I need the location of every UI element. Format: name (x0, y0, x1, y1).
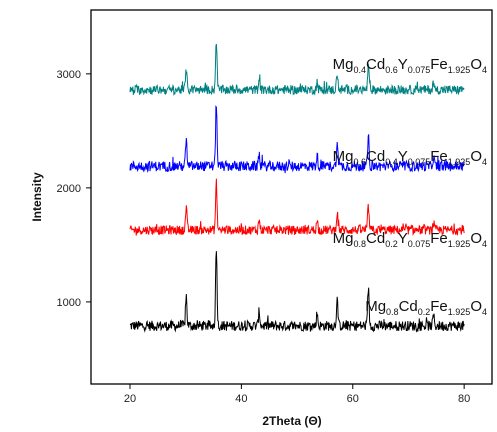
series-line-2 (129, 105, 465, 174)
series-label-1: Mg0.8Cd0.2Y0.075Fe1.925O4 (333, 230, 487, 249)
label-part: Cd (399, 298, 418, 315)
label-part: Cd (366, 230, 385, 247)
x-tick-label: 40 (235, 393, 247, 405)
axis-ticks: 20 40 60 80 1000 2000 3000 (57, 69, 471, 405)
label-part: Mg (365, 298, 386, 315)
label-part: Cd (366, 56, 385, 73)
x-tick-label: 20 (124, 393, 136, 405)
label-part: 0.075 (408, 239, 431, 249)
series-line-3 (129, 43, 465, 97)
label-part: O (470, 56, 482, 73)
y-tick-label: 2000 (57, 183, 81, 195)
series-labels: Mg0.8Cd0.2Fe1.925O4Mg0.8Cd0.2Y0.075Fe1.9… (333, 56, 487, 317)
series-label-0: Mg0.8Cd0.2Fe1.925O4 (365, 298, 487, 317)
series-label-2: Mg0.6Cd0.4Y0.075Fe1.925O4 (333, 148, 487, 167)
label-part: 1.925 (448, 307, 471, 317)
y-tick-label: 3000 (57, 69, 81, 81)
label-part: 1.925 (448, 157, 471, 167)
label-part: 4 (482, 239, 487, 249)
label-part: 0.8 (354, 239, 367, 249)
label-part: 0.4 (354, 65, 367, 75)
x-axis-label: 2Theta (Θ) (262, 414, 321, 428)
label-part: 0.2 (385, 239, 398, 249)
label-part: 0.6 (354, 157, 367, 167)
label-part: Fe (430, 148, 448, 165)
label-part: 0.8 (386, 307, 399, 317)
series-line-1 (129, 178, 465, 237)
label-part: Fe (430, 230, 448, 247)
y-axis-label: Intensity (30, 172, 44, 222)
label-part: Mg (333, 56, 354, 73)
label-part: Mg (333, 230, 354, 247)
label-part: O (470, 148, 482, 165)
y-tick-label: 1000 (57, 297, 81, 309)
label-part: Fe (430, 298, 448, 315)
label-part: Fe (430, 56, 448, 73)
label-part: 4 (482, 307, 487, 317)
x-tick-label: 80 (458, 393, 470, 405)
label-part: Cd (366, 148, 385, 165)
label-part: 1.925 (448, 239, 471, 249)
label-part: 4 (482, 65, 487, 75)
series-group (129, 43, 465, 333)
label-part: 0.2 (418, 307, 431, 317)
label-part: 0.075 (408, 157, 431, 167)
label-part: 0.6 (385, 65, 398, 75)
label-part: O (470, 298, 482, 315)
label-part: 0.4 (385, 157, 398, 167)
label-part: 1.925 (448, 65, 471, 75)
series-line-0 (129, 251, 465, 333)
x-tick-label: 60 (347, 393, 359, 405)
label-part: O (470, 230, 482, 247)
series-label-3: Mg0.4Cd0.6Y0.075Fe1.925O4 (333, 56, 487, 75)
label-part: Mg (333, 148, 354, 165)
label-part: Y (398, 230, 408, 247)
plot-frame (90, 9, 493, 385)
label-part: Y (398, 56, 408, 73)
label-part: 4 (482, 157, 487, 167)
label-part: Y (398, 148, 408, 165)
label-part: 0.075 (408, 65, 431, 75)
